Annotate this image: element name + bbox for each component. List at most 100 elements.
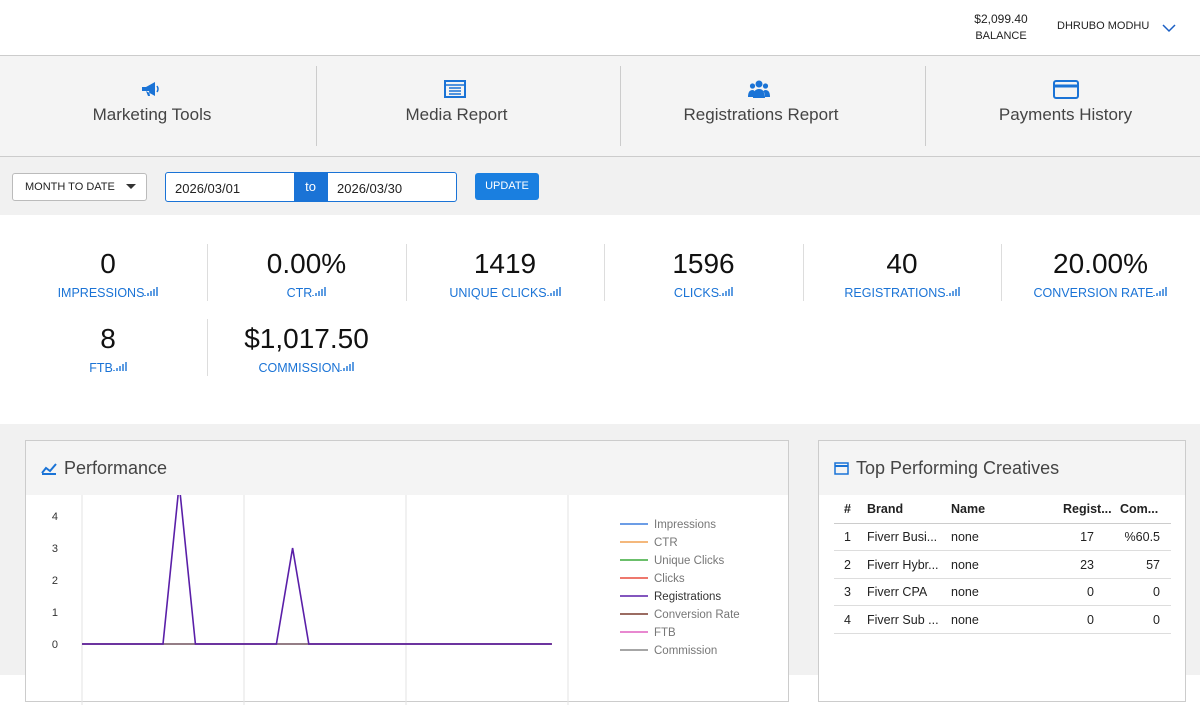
signal-icon (312, 287, 326, 297)
date-from-text: 2026/03/01 (175, 181, 240, 196)
top-bar: $2,099.40 BALANCE DHRUBO MODHU (0, 0, 1200, 56)
legend-label: FTB (654, 627, 676, 639)
cell: 17 (1034, 530, 1094, 544)
signal-icon (719, 287, 733, 297)
stat-value: 20.00% (1002, 248, 1200, 280)
row-line (834, 578, 1171, 579)
to-label: to (294, 172, 327, 202)
nav-label: Payments History (914, 105, 1200, 125)
y-tick-label: 4 (52, 511, 58, 523)
nav-icon (139, 79, 165, 101)
signal-icon (1153, 287, 1167, 297)
legend-label: Commission (654, 645, 717, 657)
stat-value: 1419 (406, 248, 604, 280)
stat-link[interactable]: CONVERSION RATE (1002, 286, 1200, 300)
nav-item[interactable]: Media Report (305, 56, 609, 156)
range-select[interactable]: MONTH TO DATE (12, 173, 147, 201)
y-tick-label: 1 (52, 607, 58, 619)
column-header: Name (951, 502, 985, 516)
legend-label: Conversion Rate (654, 609, 740, 621)
nav-icon (1053, 79, 1079, 101)
stat-link[interactable]: COMMISSION (208, 361, 406, 375)
divider (620, 66, 621, 146)
nav-icon (748, 79, 774, 101)
stat-link[interactable]: FTB (9, 361, 207, 375)
cell: none (951, 585, 979, 599)
cell: %60.5 (1100, 530, 1160, 544)
date-from[interactable]: 2026/03/01 (165, 172, 295, 202)
date-to-text: 2026/03/30 (337, 181, 402, 196)
stat-label: REGISTRATIONS (844, 286, 945, 300)
cell: 1 (844, 530, 851, 544)
update-button[interactable]: UPDATE (475, 173, 539, 200)
cell: none (951, 558, 979, 572)
divider (925, 66, 926, 146)
legend-label: Clicks (654, 573, 685, 585)
y-tick-label: 3 (52, 543, 58, 555)
stat-value: 40 (803, 248, 1001, 280)
stat-link[interactable]: CTR (208, 286, 406, 300)
signal-icon (144, 287, 158, 297)
stat-value: 8 (9, 323, 207, 355)
range-text: MONTH TO DATE (25, 181, 115, 193)
stat-link[interactable]: IMPRESSIONS (9, 286, 207, 300)
nav-item[interactable]: Marketing Tools (0, 56, 304, 156)
legend-label: Unique Clicks (654, 555, 725, 567)
column-header: # (844, 502, 851, 516)
row-line (834, 633, 1171, 634)
chart-icon (41, 461, 57, 475)
table-icon (834, 462, 849, 475)
creatives-panel: Top Performing Creatives # Brand Name Regis… (818, 440, 1186, 702)
signal-icon (113, 362, 127, 372)
stat-link[interactable]: CLICKS (605, 286, 803, 300)
legend-label: Impressions (654, 519, 716, 531)
chart: 012345ImpressionsCTRUnique ClicksClicksC… (26, 495, 788, 705)
panel-title: Performance (64, 458, 167, 479)
nav-item[interactable]: Payments History (914, 56, 1200, 156)
signal-icon (547, 287, 561, 297)
signal-icon (946, 287, 960, 297)
stat-label: CONVERSION RATE (1034, 286, 1154, 300)
date-to[interactable]: 2026/03/30 (327, 172, 457, 202)
stat-label: CTR (287, 286, 313, 300)
panel-title: Top Performing Creatives (856, 458, 1059, 479)
nav-label: Registrations Report (609, 105, 913, 125)
cell: 0 (1100, 585, 1160, 599)
row-line (834, 523, 1171, 524)
chevron[interactable] (1161, 22, 1177, 34)
panel-header: Top Performing Creatives (819, 441, 1185, 495)
y-tick-label: 2 (52, 575, 58, 587)
cell: 0 (1034, 613, 1094, 627)
user-menu[interactable]: DHRUBO MODHU (1057, 20, 1149, 32)
cell: Fiverr Sub ... (867, 613, 939, 627)
cell: Fiverr CPA (867, 585, 927, 599)
stat-label: UNIQUE CLICKS (449, 286, 546, 300)
stat-label: FTB (89, 361, 113, 375)
stat-link[interactable]: UNIQUE CLICKS (406, 286, 604, 300)
y-tick-label: 0 (52, 639, 58, 651)
cell: Fiverr Hybr... (867, 558, 939, 572)
stat-value: 1596 (605, 248, 803, 280)
column-header: Regist... (1063, 502, 1112, 516)
cell: 23 (1034, 558, 1094, 572)
column-header: Brand (867, 502, 903, 516)
column-header: Com... (1120, 502, 1158, 516)
stat-label: IMPRESSIONS (58, 286, 145, 300)
cell: 0 (1034, 585, 1094, 599)
cell: Fiverr Busi... (867, 530, 937, 544)
nav-item[interactable]: Registrations Report (609, 56, 913, 156)
divider (316, 66, 317, 146)
legend-label: Registrations (654, 591, 721, 603)
cell: none (951, 613, 979, 627)
cell: 4 (844, 613, 851, 627)
stat-link[interactable]: REGISTRATIONS (803, 286, 1001, 300)
page: $2,099.40 BALANCE DHRUBO MODHU Marketing… (0, 0, 1200, 675)
cell: 3 (844, 585, 851, 599)
creatives-table: # Brand Name Regist... Com... 1 Fiverr Busi...… (819, 495, 1185, 695)
caret (126, 184, 136, 190)
row-line (834, 605, 1171, 606)
stat-value: $1,017.50 (208, 323, 406, 355)
stat-label: CLICKS (674, 286, 719, 300)
